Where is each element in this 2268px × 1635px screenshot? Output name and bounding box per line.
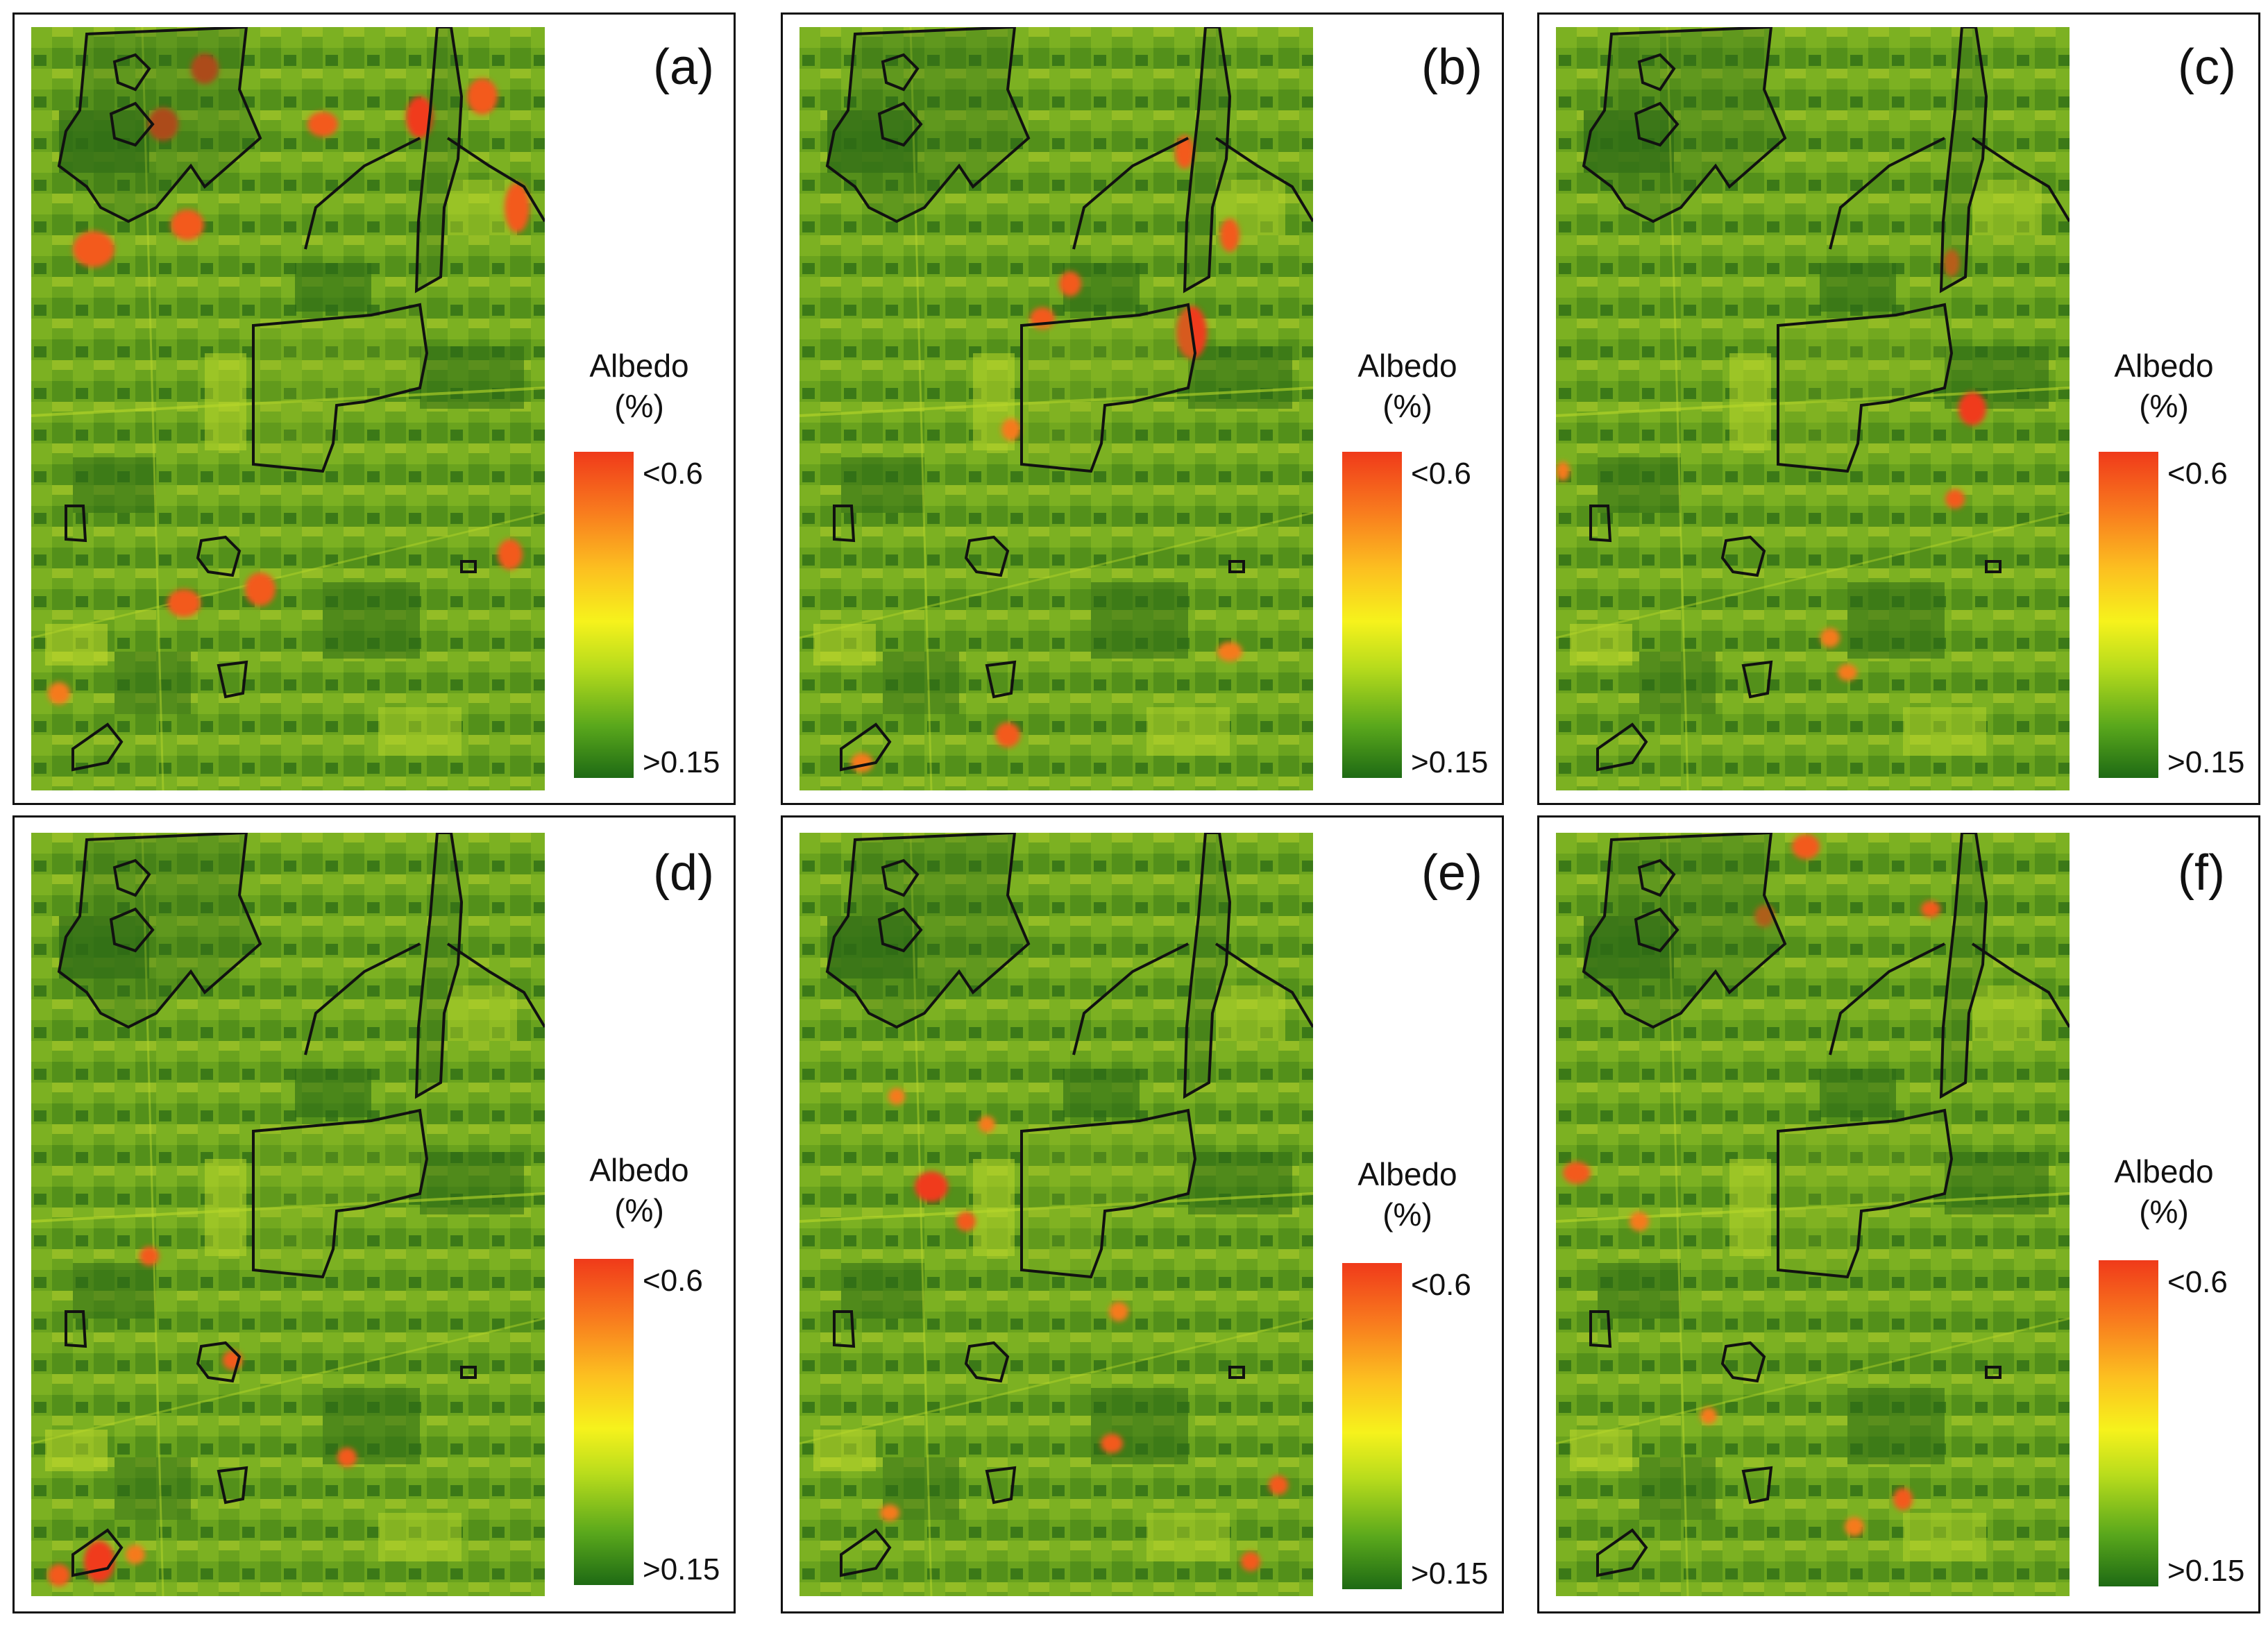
- legend-max-f: <0.6: [2167, 1265, 2228, 1299]
- legend-min-a: >0.15: [643, 745, 720, 779]
- legend-title-f: Albedo (%): [2088, 1152, 2240, 1232]
- panel-label-a: (a): [653, 40, 714, 95]
- legend-title-d: Albedo (%): [563, 1151, 716, 1230]
- albedo-map-c: [1556, 27, 2070, 790]
- albedo-map-a: [31, 27, 545, 790]
- legend-max-c: <0.6: [2167, 457, 2228, 491]
- legend-title-line1: Albedo: [1357, 1156, 1457, 1192]
- albedo-map-f: [1556, 833, 2070, 1596]
- legend-max-e: <0.6: [1411, 1268, 1471, 1302]
- albedo-map-e: [799, 833, 1313, 1596]
- panel-label-f: (f): [2178, 845, 2225, 901]
- legend-title-line2: (%): [2139, 1193, 2189, 1230]
- legend-title-a: Albedo (%): [563, 346, 716, 426]
- legend-title-b: Albedo (%): [1331, 346, 1484, 426]
- legend-title-line1: Albedo: [1357, 348, 1457, 384]
- panel-d: (d) Albedo (%) <0.6 >0.15: [12, 815, 736, 1613]
- legend-max-d: <0.6: [643, 1264, 703, 1298]
- legend-title-line1: Albedo: [2114, 1153, 2214, 1189]
- legend-title-line2: (%): [1382, 387, 1432, 424]
- legend-title-line2: (%): [614, 1192, 664, 1228]
- legend-min-f: >0.15: [2167, 1554, 2245, 1588]
- panel-c: (c) Albedo (%) <0.6 >0.15: [1537, 12, 2260, 805]
- albedo-map-b: [799, 27, 1313, 790]
- panel-label-d: (d): [653, 845, 714, 901]
- legend-title-line2: (%): [2139, 387, 2189, 424]
- legend-min-b: >0.15: [1411, 745, 1489, 779]
- panel-a: (a) Albedo (%) <0.6 >0.15: [12, 12, 736, 805]
- legend-min-d: >0.15: [643, 1552, 720, 1586]
- legend-title-line1: Albedo: [2114, 348, 2214, 384]
- panel-label-c: (c): [2178, 40, 2236, 95]
- legend-title-line2: (%): [1382, 1196, 1432, 1232]
- legend-colorbar-f: [2099, 1260, 2158, 1586]
- panel-e: (e) Albedo (%) <0.6 >0.15: [781, 815, 1504, 1613]
- legend-colorbar-a: [574, 452, 634, 778]
- legend-colorbar-c: [2099, 452, 2158, 778]
- legend-max-a: <0.6: [643, 457, 703, 491]
- legend-max-b: <0.6: [1411, 457, 1471, 491]
- legend-title-c: Albedo (%): [2088, 346, 2240, 426]
- panel-f: (f) Albedo (%) <0.6 >0.15: [1537, 815, 2260, 1613]
- panel-b: (b) Albedo (%) <0.6 >0.15: [781, 12, 1504, 805]
- legend-min-c: >0.15: [2167, 745, 2245, 779]
- panel-label-e: (e): [1421, 845, 1482, 901]
- albedo-map-d: [31, 833, 545, 1596]
- panel-label-b: (b): [1421, 40, 1482, 95]
- legend-title-line1: Albedo: [589, 348, 689, 384]
- legend-colorbar-b: [1342, 452, 1402, 778]
- legend-colorbar-e: [1342, 1263, 1402, 1589]
- legend-title-line1: Albedo: [589, 1152, 689, 1188]
- legend-title-e: Albedo (%): [1331, 1155, 1484, 1235]
- legend-min-e: >0.15: [1411, 1557, 1489, 1591]
- legend-colorbar-d: [574, 1259, 634, 1585]
- legend-title-line2: (%): [614, 387, 664, 424]
